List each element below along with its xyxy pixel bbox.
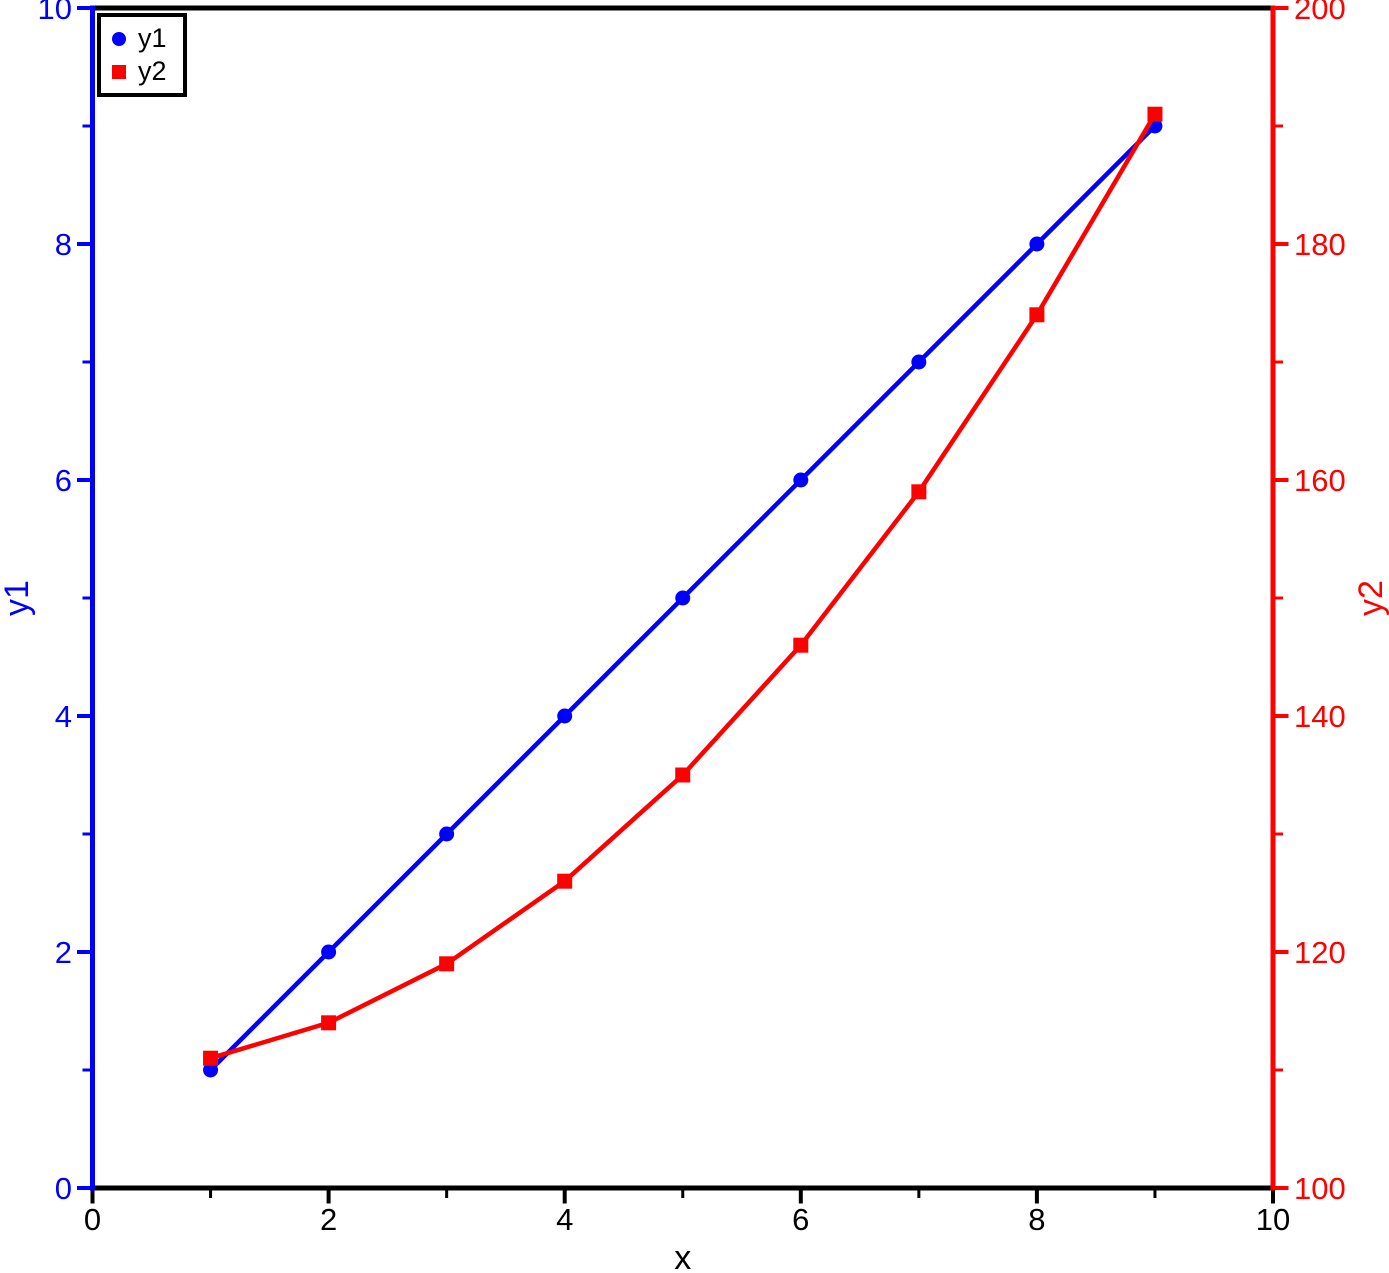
left-axis-ticks: 0 2 4 6 8 10 <box>38 0 90 1206</box>
svg-text:0: 0 <box>84 1202 101 1237</box>
svg-text:4: 4 <box>556 1202 573 1237</box>
svg-text:120: 120 <box>1294 935 1346 970</box>
svg-text:6: 6 <box>792 1202 809 1237</box>
square-marker-icon <box>675 767 691 783</box>
svg-text:8: 8 <box>1028 1202 1045 1237</box>
circle-marker-icon <box>439 826 455 842</box>
svg-text:2: 2 <box>320 1202 337 1237</box>
svg-text:140: 140 <box>1294 699 1346 734</box>
svg-text:10: 10 <box>38 0 72 26</box>
svg-text:x: x <box>674 1239 691 1273</box>
square-marker-icon <box>793 637 809 653</box>
square-marker-icon <box>321 1015 337 1031</box>
square-marker-icon <box>911 484 927 500</box>
x-axis-ticks: 0 2 4 6 8 10 <box>84 1190 1290 1237</box>
circle-marker-icon <box>1029 236 1045 252</box>
circle-marker-icon <box>793 472 809 488</box>
svg-text:180: 180 <box>1294 227 1346 262</box>
axis-titles: x y1 y2 <box>0 580 1389 1273</box>
square-marker-icon <box>1147 106 1163 122</box>
plot-frame <box>90 5 1276 1191</box>
svg-text:100: 100 <box>1294 1171 1346 1206</box>
svg-text:8: 8 <box>55 227 72 262</box>
svg-text:4: 4 <box>55 699 72 734</box>
right-axis-ticks: 100 120 140 160 180 200 <box>1275 0 1346 1206</box>
circle-marker-icon <box>203 1062 219 1078</box>
svg-text:y2: y2 <box>1352 580 1389 616</box>
svg-text:0: 0 <box>55 1171 72 1206</box>
circle-marker-icon <box>112 31 126 46</box>
square-marker-icon <box>557 873 573 889</box>
legend-entry-y1: y1 <box>112 23 167 54</box>
svg-text:160: 160 <box>1294 463 1346 498</box>
legend-label-y2: y2 <box>138 55 167 86</box>
circle-marker-icon <box>675 590 691 606</box>
svg-text:200: 200 <box>1294 0 1346 26</box>
legend-label-y1: y1 <box>138 23 167 53</box>
legend: y1 y2 <box>97 13 187 98</box>
svg-text:2: 2 <box>55 935 72 970</box>
square-marker-icon <box>112 64 126 79</box>
square-marker-icon <box>203 1050 219 1066</box>
legend-entry-y2: y2 <box>112 55 167 87</box>
square-marker-icon <box>439 956 455 972</box>
square-marker-icon <box>1029 307 1045 323</box>
svg-text:y1: y1 <box>0 580 36 616</box>
svg-text:6: 6 <box>55 463 72 498</box>
svg-text:10: 10 <box>1256 1202 1290 1237</box>
circle-marker-icon <box>321 944 337 960</box>
circle-marker-icon <box>557 708 573 724</box>
circle-marker-icon <box>911 354 927 370</box>
series-y2 <box>203 106 1163 1066</box>
series-y1 <box>203 118 1163 1078</box>
